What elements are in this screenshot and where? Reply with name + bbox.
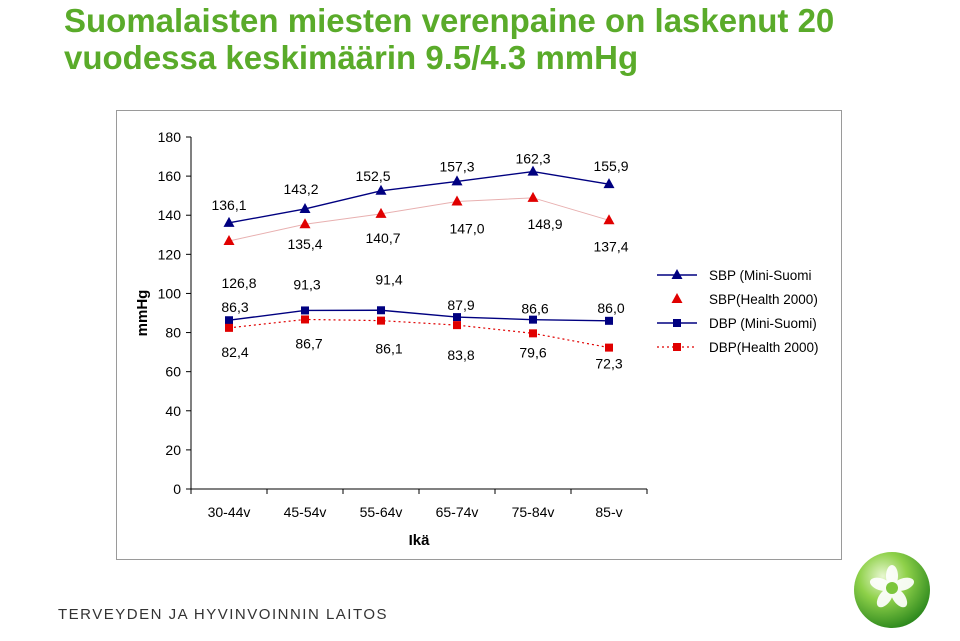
data-point [453,321,461,330]
x-tick-label: 65-74v [436,504,479,520]
data-point [225,323,233,332]
thl-logo-icon [854,552,930,628]
data-label: 91,4 [375,271,402,287]
data-label: 137,4 [593,238,628,254]
data-label: 91,3 [293,276,320,292]
y-tick-label: 40 [165,403,181,419]
y-tick-label: 180 [158,129,182,145]
y-tick-label: 140 [158,207,182,223]
data-label: 143,2 [283,181,318,197]
x-tick-label: 75-84v [512,504,555,520]
data-point [527,165,539,176]
data-label: 162,3 [515,151,550,167]
data-point [605,316,613,325]
y-tick-label: 120 [158,246,182,262]
data-point [451,175,463,186]
data-point [529,315,537,324]
data-point [375,184,387,195]
data-label: 126,8 [221,275,256,291]
data-label: 148,9 [527,216,562,232]
slide-title: Suomalaisten miesten verenpaine on laske… [64,2,835,76]
series-line [228,318,610,349]
data-point [605,343,613,352]
data-point [527,191,539,202]
data-label: 136,1 [211,197,246,213]
data-label: 152,5 [355,168,390,184]
data-label: 72,3 [595,356,622,372]
data-label: 86,7 [295,335,322,351]
blood-pressure-chart: 0 20 40 60 80 100 120 140 160 180 30-44v 45-54v 55-6… [134,129,819,549]
data-point [223,216,235,227]
series-line [228,309,610,322]
data-label: 155,9 [593,158,628,174]
data-point [375,207,387,218]
x-tick-label: 30-44v [208,504,251,520]
y-tick-label: 100 [158,285,182,301]
data-point [377,306,385,315]
data-point [301,315,309,324]
data-point [451,195,463,206]
y-axis-title: mmHg [134,290,151,337]
y-tick-label: 160 [158,168,182,184]
data-label: 86,1 [375,341,402,357]
legend-label: SBP(Health 2000) [709,292,818,307]
y-tick-label: 80 [165,325,181,341]
data-point [299,218,311,229]
data-point [377,316,385,325]
chart-area: 0 20 40 60 80 100 120 140 160 180 30-44v 45-54v 55-6… [116,110,842,560]
data-label: 83,8 [447,347,474,363]
data-label: 86,3 [221,299,248,315]
data-label: 86,6 [521,301,548,317]
data-label: 86,0 [597,300,624,316]
data-point [603,178,615,189]
data-label: 157,3 [439,158,474,174]
x-tick-label: 45-54v [284,504,327,520]
legend-label: DBP (Mini-Suomi) [709,316,817,331]
data-point [223,235,235,246]
data-label: 79,6 [519,344,546,360]
data-point [299,202,311,213]
data-point [603,214,615,225]
legend-label: DBP(Health 2000) [709,340,819,355]
legend-marker [671,269,683,279]
x-tick-label: 55-64v [360,504,403,520]
y-tick-label: 0 [173,481,181,497]
y-tick-label: 60 [165,364,181,380]
data-label: 140,7 [365,230,400,246]
data-label: 87,9 [447,297,474,313]
y-tick-label: 20 [165,442,181,458]
data-label: 82,4 [221,344,248,360]
data-label: 135,4 [287,236,322,252]
data-point [529,329,537,338]
footer-org-name: TERVEYDEN JA HYVINVOINNIN LAITOS [58,606,389,623]
legend-marker [673,319,681,327]
data-point [301,306,309,315]
data-point [453,313,461,322]
x-tick-label: 85-v [595,504,622,520]
data-point [225,316,233,325]
x-axis-title: Ikä [409,532,431,549]
legend-marker [671,293,683,303]
data-label: 147,0 [449,221,484,237]
legend-label: SBP (Mini-Suomi [709,268,812,283]
legend-marker [673,343,681,351]
series-line-faint [228,197,610,242]
series-line [228,170,610,224]
